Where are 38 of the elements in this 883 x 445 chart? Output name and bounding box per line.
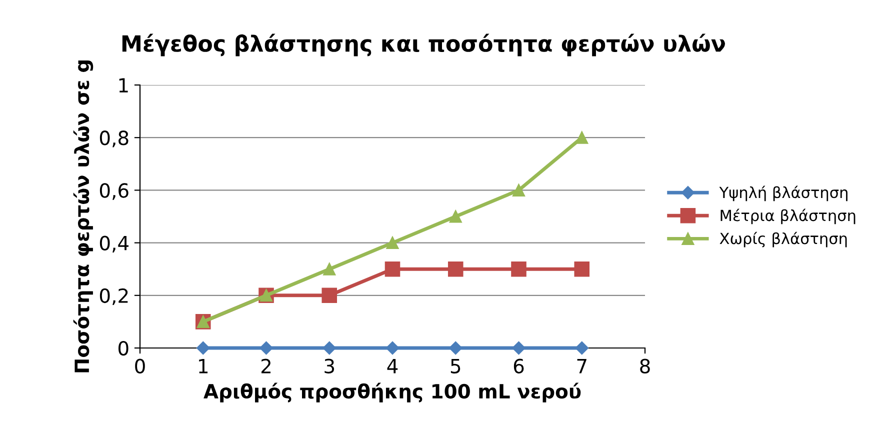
point	[574, 261, 590, 277]
chart-title: Μέγεθος βλάστησης και ποσότητα φερτών υλών	[122, 34, 725, 56]
point	[386, 341, 400, 355]
x-tick-label: 6	[514, 358, 524, 374]
y-axis-title: Ποσότητα φερτών υλών σε g	[73, 60, 94, 372]
legend-label: Μέτρια βλάστηση	[720, 208, 856, 224]
point	[196, 341, 210, 355]
y-tick-label: 0,8	[100, 130, 128, 148]
point	[576, 131, 588, 144]
point	[323, 262, 336, 276]
point	[386, 236, 399, 250]
y-tick-label: 0,2	[100, 288, 128, 306]
x-tick-label: 4	[387, 359, 398, 374]
point	[384, 261, 400, 277]
point	[449, 341, 462, 355]
legend-label: Υψηλή βλάστηση	[719, 186, 848, 202]
x-tick-label: 5	[450, 359, 460, 374]
point	[512, 341, 526, 355]
point	[512, 184, 525, 196]
x-axis-title: Αριθμός προσθήκης 100 mL νερού	[204, 382, 581, 402]
x-tick-label: 0	[135, 358, 145, 374]
y-tick-label: 0	[118, 340, 128, 356]
x-tick-label: 2	[261, 358, 270, 374]
y-tick-label: 0,6	[100, 183, 128, 200]
y-tick-label: 0,4	[100, 236, 128, 252]
point	[449, 210, 462, 223]
x-tick-label: 8	[640, 358, 650, 374]
x-tick-label: 1	[199, 359, 208, 374]
point	[511, 261, 526, 277]
legend-label: Χωρίς βλάστηση	[720, 232, 847, 248]
x-tick-label: 3	[324, 358, 334, 374]
x-tick-label: 7	[577, 359, 586, 374]
point	[322, 341, 336, 355]
point	[260, 341, 273, 355]
point	[322, 288, 338, 304]
y-tick-label: 1	[119, 78, 128, 92]
point	[575, 341, 588, 355]
point	[448, 261, 464, 277]
